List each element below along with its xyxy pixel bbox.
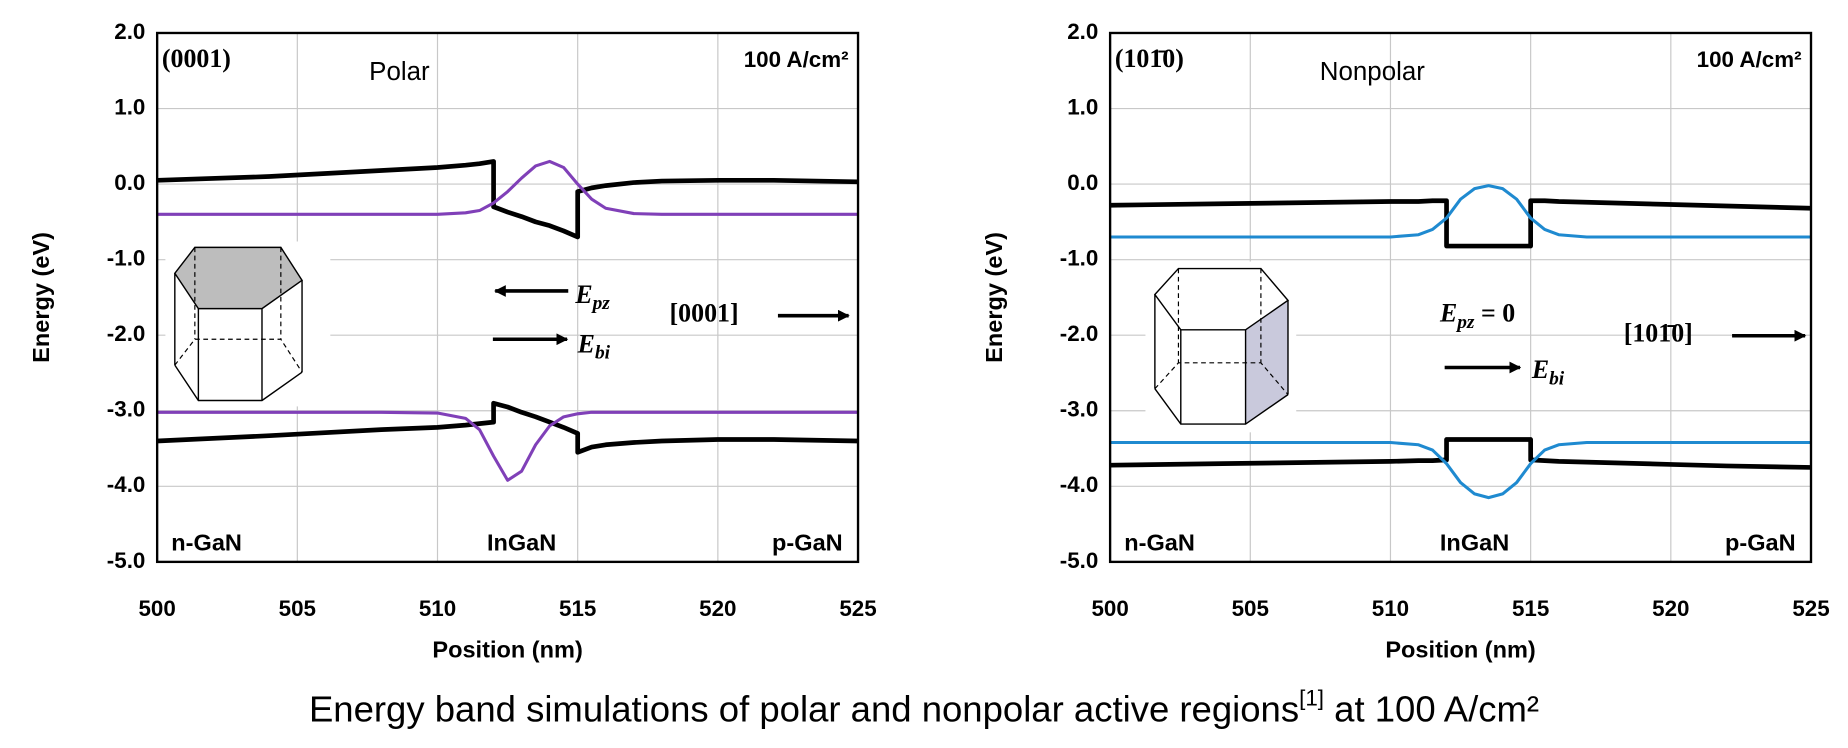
x-tick-label: 525 — [839, 596, 876, 621]
y-axis-title: Energy (eV) — [981, 232, 1007, 363]
y-tick-label: -1.0 — [107, 246, 146, 271]
y-tick-label: -2.0 — [107, 321, 146, 346]
y-tick-label: -2.0 — [1060, 321, 1099, 346]
layer-label: InGaN — [1440, 529, 1509, 555]
y-tick-label: 2.0 — [114, 19, 145, 44]
region-label: Nonpolar — [1320, 58, 1426, 86]
annotation-part: pz — [591, 294, 611, 315]
prism-edge — [1154, 388, 1289, 425]
x-tick-label: 510 — [419, 596, 456, 621]
annotation-part: E — [1439, 299, 1457, 328]
annotation-part: = 0 — [1475, 299, 1516, 328]
layer-label: p-GaN — [1725, 529, 1796, 555]
plots: 2.0 1.0 0.0 -1.0 -2.0 -3.0 -4.0 -5.0 500 505 510 51… — [28, 19, 1830, 663]
y-tick-label: -4.0 — [1060, 472, 1099, 497]
y-tick-label: -3.0 — [107, 397, 146, 422]
y-tick-label: 2.0 — [1067, 19, 1098, 44]
caption-text: at 100 A/cm² — [1324, 688, 1539, 729]
y-tick-label: -3.0 — [1060, 397, 1099, 422]
orientation: (101̄0) — [1115, 44, 1184, 73]
band-line — [157, 400, 859, 455]
layer-label: n-GaN — [171, 529, 242, 555]
band-line — [1110, 184, 1811, 239]
x-tick-label: 510 — [1372, 596, 1409, 621]
annotation: Epz — [574, 280, 610, 315]
band-line — [157, 159, 859, 240]
caption-ref: [1] — [1299, 686, 1324, 711]
plot-frame — [155, 31, 860, 564]
prism-hidden — [174, 338, 303, 373]
annotation-part: bi — [595, 343, 611, 364]
region-label: Polar — [369, 58, 430, 86]
x-tick-label: 505 — [1232, 596, 1269, 621]
plot-frame — [1108, 31, 1813, 564]
annotation-part: pz — [1455, 312, 1475, 333]
band-line — [1110, 437, 1812, 470]
layer-label: p-GaN — [772, 529, 843, 555]
orientation: (0001) — [162, 44, 231, 73]
annotation-part: E — [577, 329, 595, 358]
shaded-face — [1245, 300, 1288, 425]
y-tick-label: -1.0 — [1060, 246, 1099, 271]
x-tick-label: 515 — [559, 596, 596, 621]
annotation: Ebi — [1531, 355, 1565, 390]
band-line — [1110, 440, 1811, 500]
x-axis-title: Position (nm) — [432, 637, 582, 663]
caption-text: Energy band simulations of polar and non… — [309, 688, 1299, 729]
band-line — [157, 410, 859, 482]
direction: [101̄0] — [1624, 319, 1693, 348]
annotation: Ebi — [577, 329, 611, 364]
prism-hidden — [1154, 362, 1289, 395]
x-tick-label: 500 — [1091, 596, 1128, 621]
direction: [0001] — [670, 299, 739, 328]
x-tick-label: 520 — [1652, 596, 1689, 621]
x-tick-label: 500 — [138, 596, 175, 621]
layer-label: InGaN — [487, 529, 556, 555]
y-tick-label: 0.0 — [114, 170, 145, 195]
y-tick-label: 1.0 — [1067, 94, 1098, 119]
prism-edge — [174, 364, 303, 402]
x-tick-label: 520 — [699, 596, 736, 621]
y-tick-label: -5.0 — [1060, 548, 1099, 573]
y-tick-label: -5.0 — [107, 548, 146, 573]
annotation: Epz = 0 — [1439, 299, 1515, 334]
current-density: 100 A/cm² — [744, 47, 849, 72]
x-tick-label: 515 — [1512, 596, 1549, 621]
shaded-face — [174, 247, 303, 309]
y-tick-label: -4.0 — [107, 472, 146, 497]
x-tick-label: 525 — [1792, 596, 1829, 621]
y-tick-label: 1.0 — [114, 94, 145, 119]
annotation-part: E — [1531, 355, 1549, 384]
layer-label: n-GaN — [1124, 529, 1195, 555]
band-line — [157, 159, 859, 216]
annotation-part: E — [574, 280, 592, 309]
caption: Energy band simulations of polar and non… — [309, 686, 1539, 730]
x-axis-title: Position (nm) — [1385, 637, 1535, 663]
y-axis-title: Energy (eV) — [28, 232, 54, 363]
band-line — [1110, 198, 1812, 249]
y-tick-label: 0.0 — [1067, 170, 1098, 195]
annotation-part: bi — [1549, 369, 1565, 390]
x-tick-label: 505 — [279, 596, 316, 621]
current-density: 100 A/cm² — [1697, 47, 1802, 72]
